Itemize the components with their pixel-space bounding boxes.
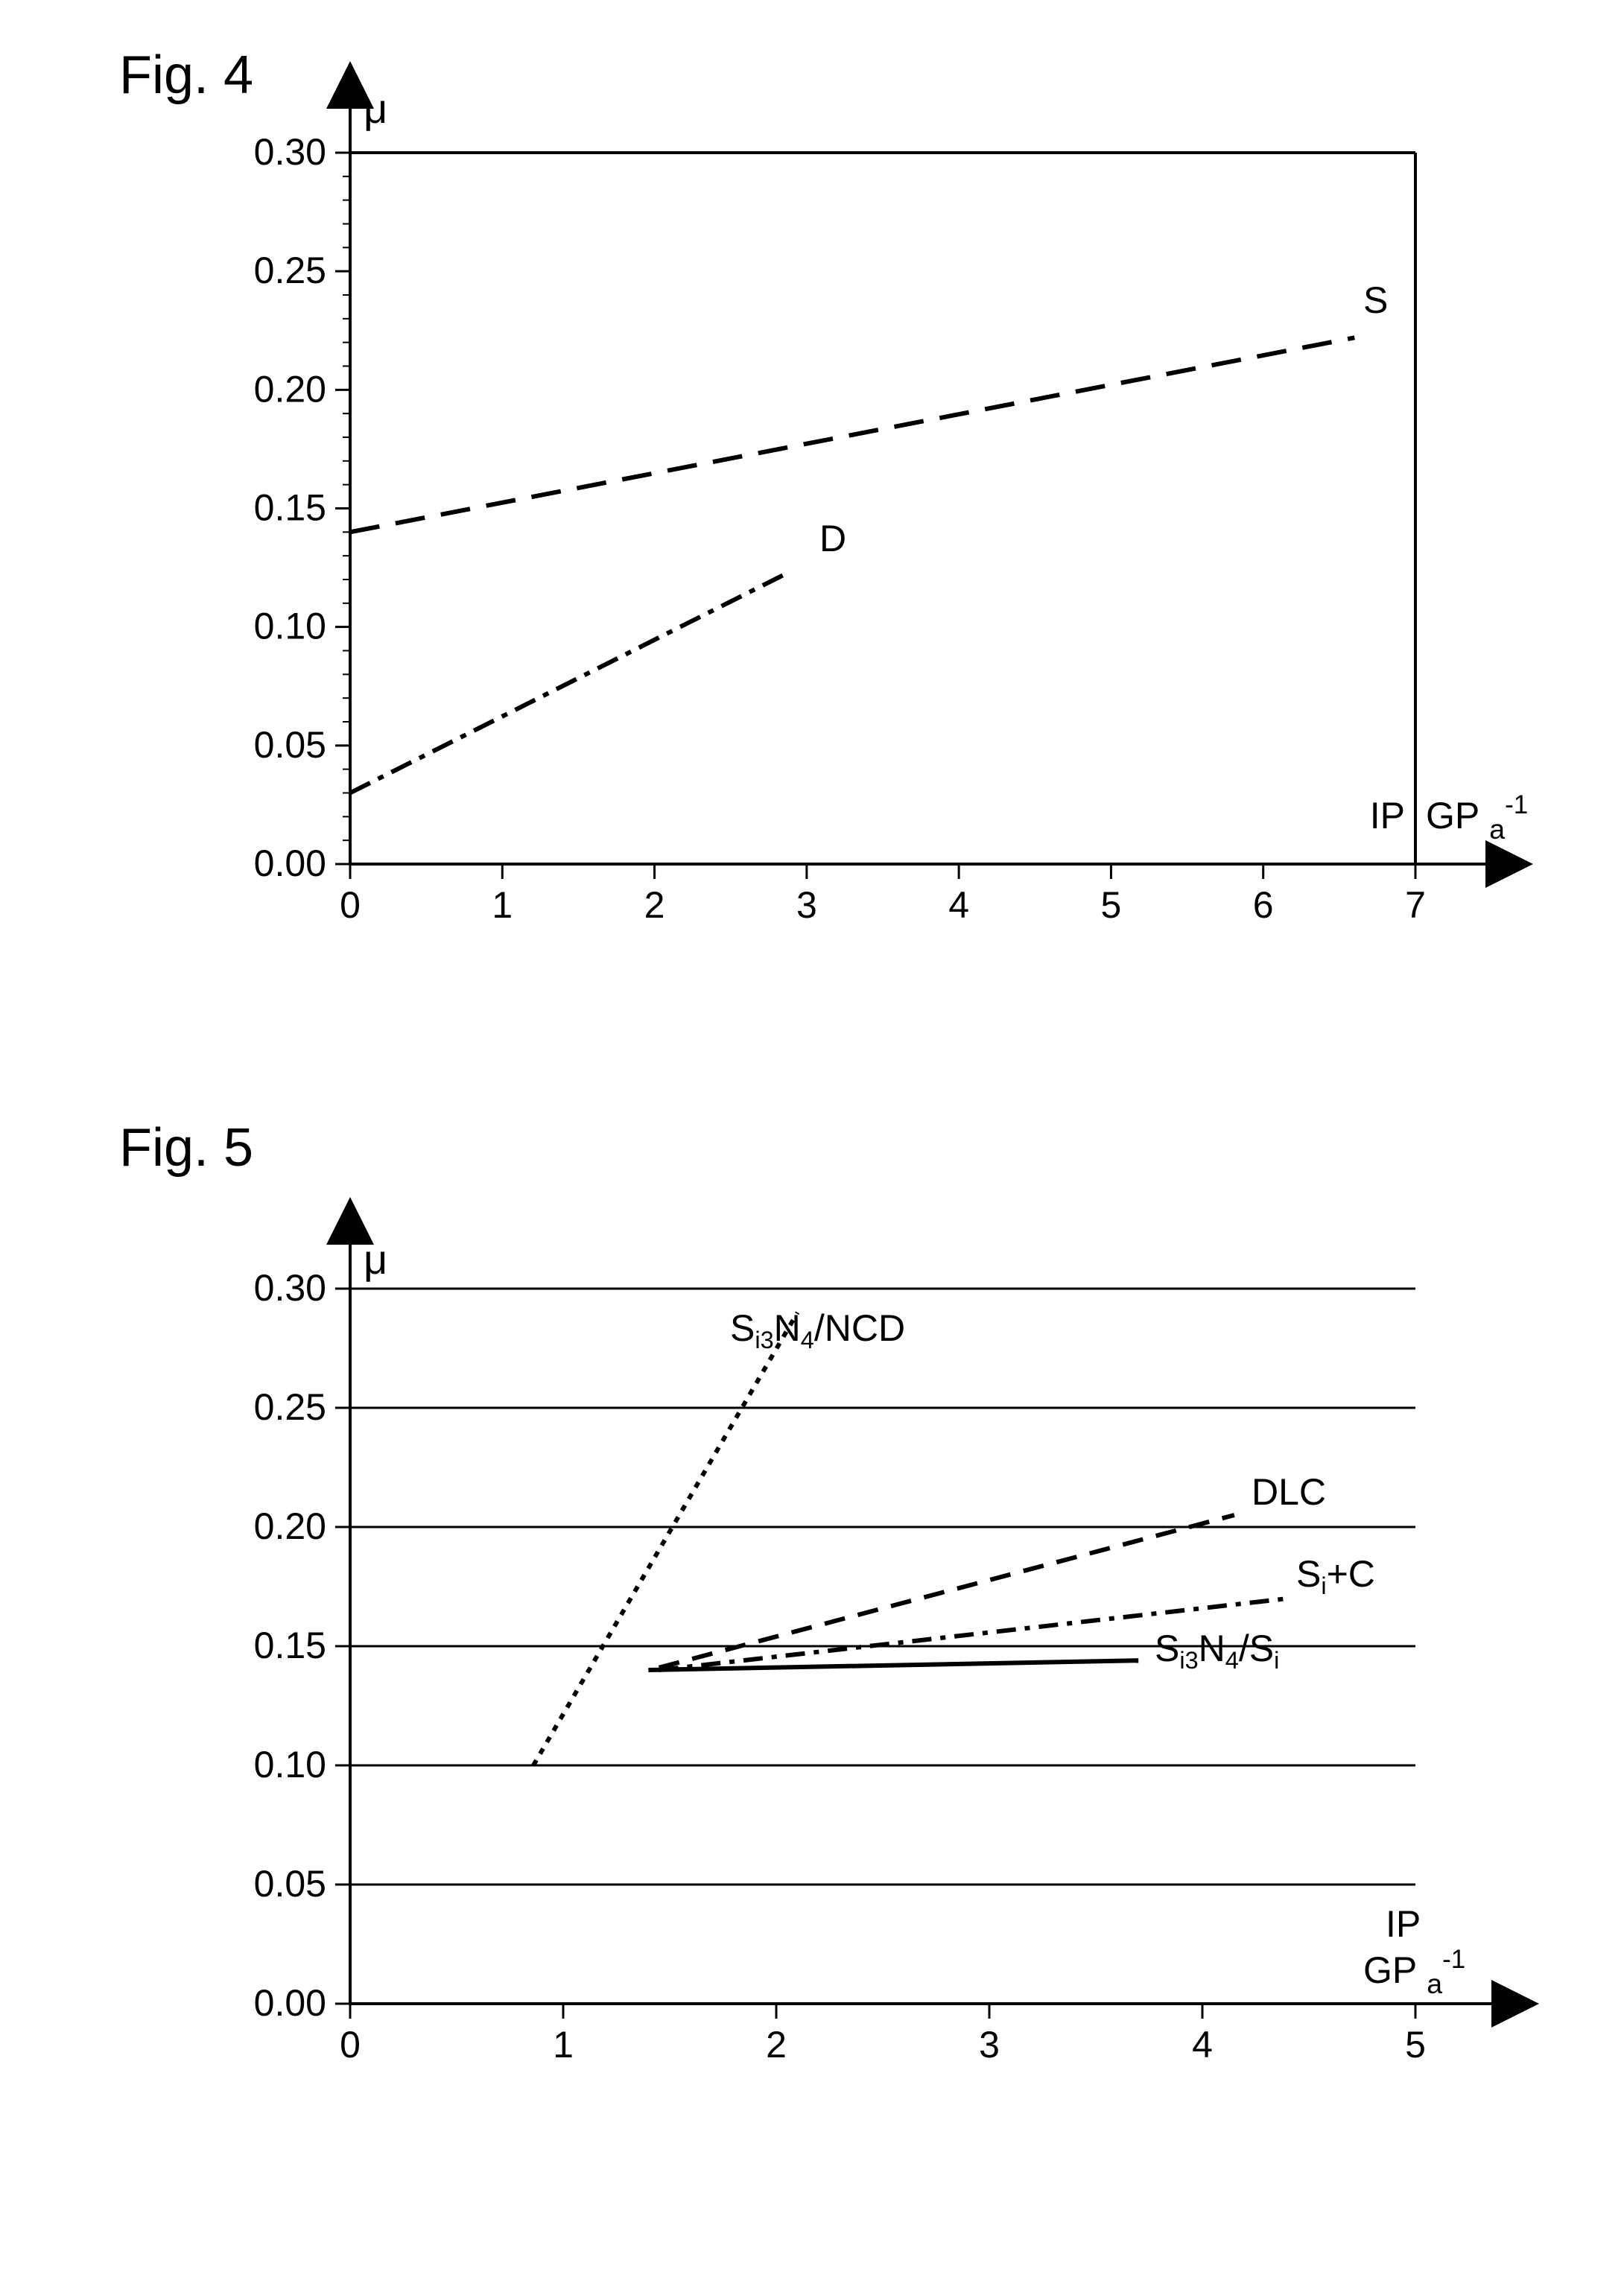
fig4-xtick-label: 7 (1405, 884, 1426, 926)
fig4-series-D (350, 575, 784, 793)
fig5-xtick-label: 4 (1192, 2024, 1213, 2066)
fig5-xtick-label: 3 (979, 2024, 1000, 2066)
fig4-xtick-label: 6 (1253, 884, 1274, 926)
fig4-xtick-label: 1 (492, 884, 513, 926)
fig5-ytick-label: 0.30 (254, 1267, 326, 1309)
fig5-series-label-Si_plus_C: Si+C (1296, 1553, 1375, 1599)
fig4-ytick-label: 0.05 (254, 724, 326, 766)
fig5-series-DLC (659, 1515, 1234, 1668)
fig4-series-S (350, 337, 1354, 532)
fig5-series-label-DLC: DLC (1252, 1471, 1326, 1513)
fig4-xtick-label: 4 (948, 884, 969, 926)
fig5-ytick-label: 0.10 (254, 1744, 326, 1785)
fig4-ytick-label: 0.30 (254, 131, 326, 173)
fig5-xtick-label: 2 (766, 2024, 787, 2066)
fig4-xtick-label: 5 (1101, 884, 1122, 926)
fig5-xlabel-gpa: GP a-1 (1363, 1945, 1465, 1999)
fig4-series-label-D: D (819, 518, 846, 559)
fig5-title: Fig. 5 (119, 1117, 253, 1178)
fig4-xtick-label: 2 (644, 884, 665, 926)
fig5-y-label: μ (364, 1236, 387, 1283)
fig5-ytick-label: 0.15 (254, 1625, 326, 1666)
fig4-xtick-label: 3 (796, 884, 817, 926)
fig4-ytick-label: 0.10 (254, 606, 326, 647)
fig5-plot: μ 0.00 0.05 0.10 0.15 0.20 0.25 0.30 0 1 2 3 4 5 IPGP … (254, 1233, 1503, 2066)
fig4-xlabel-ip: IP (1370, 795, 1405, 836)
fig5-xtick-label: 1 (553, 2024, 574, 2066)
fig5-ytick-label: 0.25 (254, 1386, 326, 1428)
fig4-ytick-label: 0.20 (254, 368, 326, 410)
fig5-xtick-label: 5 (1405, 2024, 1426, 2066)
fig5-xtick-label: 0 (340, 2024, 361, 2066)
fig4-ytick-label: 0.15 (254, 487, 326, 529)
fig4-ytick-label: 0.25 (254, 250, 326, 291)
fig5-series-label-Si3N4_Si: Si3N4/Si (1155, 1628, 1279, 1674)
fig4-series-label-S: S (1363, 279, 1388, 321)
fig5-xlabel-ip: IP (1386, 1903, 1421, 1945)
fig4-xlabel-gpa: GP a-1 (1426, 790, 1528, 845)
fig5-series-Si3N4_NCD (533, 1312, 798, 1765)
fig4-ytick-label: 0.00 (254, 842, 326, 884)
fig5-series-label-Si3N4_NCD: Si3N4/NCD (730, 1307, 905, 1353)
fig5-series-Si3N4_Si (648, 1660, 1138, 1670)
fig4-xtick-label: 0 (340, 884, 361, 926)
fig4-plot: μ 0.00 0.05 0.10 0.15 0.20 0.25 0.30 0 1 2 3 4 5 6 7 IP G… (254, 85, 1529, 926)
fig4-y-label: μ (364, 85, 387, 132)
fig5-ytick-label: 0.00 (254, 1982, 326, 2024)
fig5-ytick-label: 0.05 (254, 1863, 326, 1905)
fig4-title: Fig. 4 (119, 45, 253, 106)
fig5-ytick-label: 0.20 (254, 1505, 326, 1547)
